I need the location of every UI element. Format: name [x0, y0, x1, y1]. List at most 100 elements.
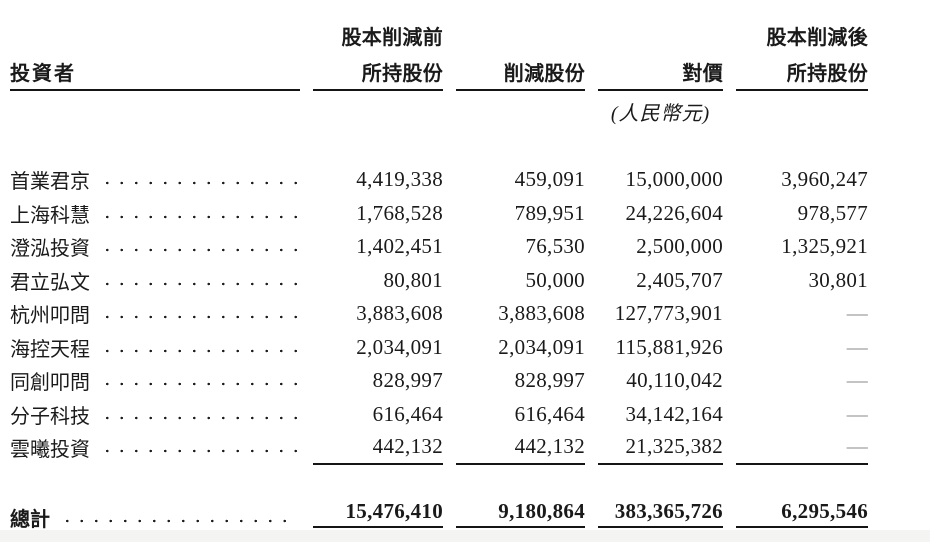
investor-cell: 上海科慧: [10, 198, 300, 228]
investor-cell: 君立弘文: [10, 265, 300, 295]
shares-reduced-value: 76,530: [525, 234, 585, 259]
spacer-cell: [736, 91, 868, 123]
shares-before-value: 1,768,528: [356, 200, 443, 225]
shares-reduced-value: 616,464: [514, 401, 585, 426]
investor-name: 君立弘文: [10, 271, 90, 294]
shares-before-value: 2,034,091: [356, 334, 443, 359]
investor-name: 同創叩問: [10, 372, 90, 395]
col-investor-header: 投資者: [10, 62, 300, 91]
shares-reduced-value: 442,132: [456, 431, 585, 465]
shares-after-value: —: [846, 368, 868, 393]
investor-cell: 海控天程: [10, 332, 300, 362]
consideration-value: 24,226,604: [625, 200, 723, 225]
dot-leader: [100, 299, 298, 329]
total-shares-after: 6,295,546: [736, 499, 868, 533]
investor-cell: 同創叩問: [10, 366, 300, 396]
investor-name: 澄泓投資: [10, 238, 90, 261]
total-shares-before: 15,476,410: [313, 499, 443, 533]
table-row: 雲曦投資 442,132 442,132 21,325,382 —: [10, 431, 868, 465]
shares-after-value: 3,960,247: [781, 167, 868, 192]
shares-after-value: 1,325,921: [781, 234, 868, 259]
shares-after-value: 978,577: [797, 200, 868, 225]
investor-cell: 首業君京: [10, 165, 300, 195]
table-row: 澄泓投資 1,402,451 76,530 2,500,000 1,325,92…: [10, 230, 868, 264]
table-header-line1: 股本削減前 股本削減後: [10, 26, 868, 50]
consideration-value: 2,405,707: [636, 267, 723, 292]
table-row: 上海科慧 1,768,528 789,951 24,226,604 978,57…: [10, 197, 868, 231]
spacer-cell: [10, 91, 300, 123]
shares-before-value: 442,132: [313, 431, 443, 465]
dot-leader: [100, 332, 298, 362]
shares-reduced-value: 828,997: [514, 368, 585, 393]
consideration-value: 15,000,000: [625, 167, 723, 192]
total-row: 總計 15,476,410 9,180,864 383,365,726 6,29…: [10, 499, 868, 533]
table-header-line2: 投資者 所持股份 削減股份 對價 所持股份: [10, 62, 868, 91]
table-row: 君立弘文 80,801 50,000 2,405,707 30,801: [10, 264, 868, 298]
dot-leader: [100, 399, 298, 429]
shares-after-value: 30,801: [808, 267, 868, 292]
table-body: 首業君京 4,419,338 459,091 15,000,000 3,960,…: [10, 163, 868, 465]
investor-name: 分子科技: [10, 405, 90, 428]
shares-reduced-value: 3,883,608: [498, 301, 585, 326]
shares-reduced-value: 2,034,091: [498, 334, 585, 359]
table-row: 海控天程 2,034,091 2,034,091 115,881,926 —: [10, 331, 868, 365]
investor-cell: 分子科技: [10, 399, 300, 429]
shares-after-value: —: [846, 401, 868, 426]
investor-cell: 杭州叩問: [10, 299, 300, 329]
consideration-value: 34,142,164: [625, 401, 723, 426]
consideration-value: 21,325,382: [598, 431, 723, 465]
spacer-cell: [313, 91, 443, 123]
investor-cell: 澄泓投資: [10, 232, 300, 262]
spacer-cell: [10, 26, 300, 50]
dot-leader: [60, 502, 298, 533]
table-row: 同創叩問 828,997 828,997 40,110,042 —: [10, 364, 868, 398]
investor-name: 海控天程: [10, 338, 90, 361]
table-row: 杭州叩問 3,883,608 3,883,608 127,773,901 —: [10, 297, 868, 331]
shares-after-value: —: [846, 301, 868, 326]
shares-before-value: 828,997: [372, 368, 443, 393]
shares-before-value: 3,883,608: [356, 301, 443, 326]
total-label: 總計: [10, 509, 50, 531]
consideration-value: 2,500,000: [636, 234, 723, 259]
col-before-header-line1: 股本削減前: [341, 27, 443, 49]
capital-reduction-table: 股本削減前 股本削減後 投資者 所持股份 削減股份 對價 所持股份 (人民幣元)…: [10, 26, 868, 533]
shares-after-value: —: [736, 431, 868, 465]
table-row: 首業君京 4,419,338 459,091 15,000,000 3,960,…: [10, 163, 868, 197]
col-after-header-line2: 所持股份: [736, 62, 868, 91]
dot-leader: [100, 433, 298, 463]
col-reduced-header: 削減股份: [456, 62, 585, 91]
investor-name: 杭州叩問: [10, 305, 90, 328]
dot-leader: [100, 198, 298, 228]
dot-leader: [100, 366, 298, 396]
spacer-cell: [598, 26, 723, 50]
shares-before-value: 80,801: [383, 267, 443, 292]
dot-leader: [100, 232, 298, 262]
total-consideration: 383,365,726: [598, 499, 723, 533]
investor-name: 上海科慧: [10, 204, 90, 227]
spacer-cell: [456, 91, 585, 123]
table-subheader: (人民幣元): [10, 91, 868, 125]
spacer-cell: [456, 26, 585, 50]
consideration-value: 115,881,926: [615, 334, 723, 359]
investor-name: 首業君京: [10, 171, 90, 194]
shares-reduced-value: 50,000: [525, 267, 585, 292]
col-before-header-line2: 所持股份: [313, 62, 443, 91]
investor-name: 雲曦投資: [10, 439, 90, 462]
table-row: 分子科技 616,464 616,464 34,142,164 —: [10, 398, 868, 432]
col-after-header-line1: 股本削減後: [766, 27, 868, 49]
shares-before-value: 1,402,451: [356, 234, 443, 259]
shares-before-value: 4,419,338: [356, 167, 443, 192]
consideration-value: 127,773,901: [614, 301, 723, 326]
shares-after-value: —: [846, 334, 868, 359]
dot-leader: [100, 265, 298, 295]
col-consideration-header: 對價: [598, 62, 723, 91]
total-shares-reduced: 9,180,864: [456, 499, 585, 533]
shares-reduced-value: 459,091: [514, 167, 585, 192]
shares-reduced-value: 789,951: [514, 200, 585, 225]
shares-before-value: 616,464: [372, 401, 443, 426]
dot-leader: [100, 165, 298, 195]
currency-note: (人民幣元): [610, 103, 711, 125]
consideration-value: 40,110,042: [626, 368, 723, 393]
page-bottom-strip: [0, 530, 930, 542]
